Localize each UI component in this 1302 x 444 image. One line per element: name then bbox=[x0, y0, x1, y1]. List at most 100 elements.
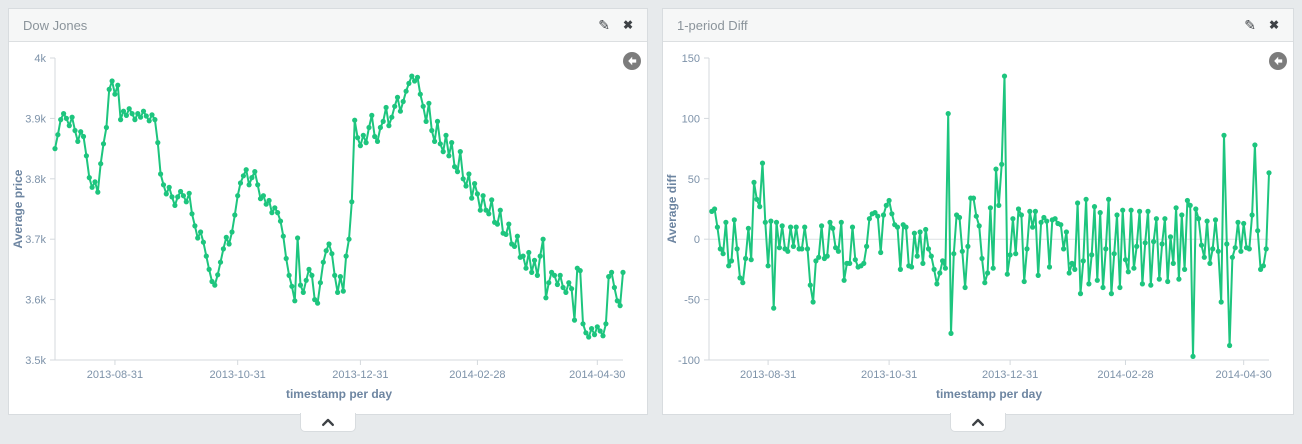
data-point bbox=[209, 278, 215, 285]
data-point bbox=[83, 153, 89, 159]
data-point bbox=[506, 221, 512, 227]
data-point bbox=[112, 91, 118, 97]
x-tick-label: 2014-04-30 bbox=[569, 369, 625, 381]
data-point bbox=[1061, 246, 1067, 252]
data-point bbox=[437, 141, 443, 147]
data-point bbox=[1137, 208, 1143, 214]
data-point bbox=[283, 255, 289, 262]
data-point bbox=[1080, 258, 1086, 264]
data-point bbox=[754, 196, 760, 202]
data-point bbox=[1232, 245, 1238, 251]
x-tick-label: 2013-12-31 bbox=[982, 369, 1038, 381]
x-tick-label: 2013-10-31 bbox=[210, 369, 266, 381]
data-point bbox=[86, 175, 92, 181]
data-point bbox=[819, 223, 825, 229]
chart-area: 4k 3.9k 3.8k 3.7k 3.6k 3.5k 2013-08-31 2013-10-… bbox=[9, 42, 647, 414]
data-point bbox=[551, 272, 558, 278]
edit-panel-button[interactable]: ✎ bbox=[598, 18, 610, 32]
data-point bbox=[374, 138, 381, 144]
data-point bbox=[426, 100, 432, 106]
data-point bbox=[1145, 208, 1151, 214]
one-period-diff-chart[interactable]: 150 100 50 0 -50 -100 2013-08-31 2013-10-31 2013… bbox=[663, 42, 1293, 414]
data-point bbox=[1148, 282, 1154, 288]
data-point bbox=[560, 284, 566, 291]
data-point bbox=[996, 202, 1002, 208]
data-point bbox=[326, 241, 332, 247]
close-panel-button[interactable]: ✖ bbox=[623, 18, 633, 31]
data-point bbox=[146, 118, 152, 124]
data-point bbox=[269, 210, 275, 216]
data-point bbox=[446, 153, 452, 159]
x-axis-title: timestamp per day bbox=[286, 387, 392, 401]
data-point bbox=[280, 233, 286, 239]
close-icon: ✖ bbox=[622, 18, 633, 33]
data-point bbox=[1193, 206, 1199, 212]
data-point bbox=[120, 108, 127, 114]
data-point bbox=[1066, 270, 1072, 276]
back-button[interactable] bbox=[623, 52, 641, 70]
data-point bbox=[1159, 241, 1165, 247]
data-point bbox=[934, 281, 940, 287]
data-point bbox=[432, 138, 438, 144]
chart-area: 150 100 50 0 -50 -100 2013-08-31 2013-10-31 2013… bbox=[663, 42, 1293, 414]
data-point bbox=[494, 221, 500, 227]
data-point bbox=[203, 253, 209, 259]
data-point bbox=[937, 270, 943, 276]
data-point bbox=[529, 269, 535, 275]
y-tick-label: 3.8k bbox=[25, 174, 46, 186]
data-point bbox=[743, 255, 749, 262]
data-point bbox=[554, 281, 561, 288]
data-point bbox=[1072, 266, 1078, 272]
data-point bbox=[830, 225, 836, 231]
data-point bbox=[434, 118, 441, 124]
dow-jones-chart[interactable]: 4k 3.9k 3.8k 3.7k 3.6k 3.5k 2013-08-31 2013-10-… bbox=[9, 42, 647, 414]
back-button[interactable] bbox=[1269, 52, 1287, 70]
data-point bbox=[923, 226, 929, 233]
data-point bbox=[72, 127, 78, 134]
data-point bbox=[335, 289, 341, 295]
data-point bbox=[872, 210, 878, 216]
data-point bbox=[768, 218, 774, 224]
data-point bbox=[745, 225, 751, 231]
data-point bbox=[999, 161, 1005, 167]
data-point bbox=[1238, 248, 1244, 254]
y-tick-label: 150 bbox=[682, 53, 700, 65]
data-point bbox=[985, 270, 991, 276]
collapse-panel-button[interactable] bbox=[300, 413, 356, 432]
data-point bbox=[540, 236, 546, 242]
data-point bbox=[1125, 269, 1131, 275]
data-point bbox=[866, 216, 872, 222]
data-point bbox=[1108, 291, 1114, 297]
y-tick-label: 3.7k bbox=[25, 234, 46, 246]
data-point bbox=[255, 182, 261, 188]
data-point bbox=[583, 330, 589, 336]
data-point bbox=[1212, 217, 1219, 223]
data-point bbox=[1035, 272, 1041, 278]
data-point bbox=[771, 305, 777, 311]
data-point bbox=[243, 167, 249, 173]
panel-dow-jones: Dow Jones ✎ ✖ 4k 3.9k 3.8k 3.7k 3.6k 3.5k 2013… bbox=[8, 8, 648, 432]
data-point bbox=[337, 274, 343, 280]
data-point bbox=[340, 288, 346, 294]
data-point bbox=[140, 108, 147, 114]
edit-panel-button[interactable]: ✎ bbox=[1244, 18, 1256, 32]
arrow-left-icon bbox=[1274, 56, 1283, 66]
panel-header: Dow Jones ✎ ✖ bbox=[9, 9, 647, 42]
data-point bbox=[483, 207, 489, 213]
data-point bbox=[976, 223, 982, 229]
data-point bbox=[827, 219, 833, 225]
collapse-panel-button[interactable] bbox=[950, 413, 1006, 432]
data-point bbox=[773, 219, 780, 225]
data-point bbox=[951, 251, 957, 257]
data-point bbox=[178, 188, 184, 195]
data-point bbox=[614, 298, 620, 304]
data-point bbox=[1075, 200, 1081, 206]
close-panel-button[interactable]: ✖ bbox=[1269, 18, 1279, 31]
data-point bbox=[1227, 342, 1233, 349]
data-point bbox=[1069, 260, 1075, 266]
data-point bbox=[166, 184, 172, 190]
data-point bbox=[911, 230, 917, 236]
data-point bbox=[380, 118, 386, 124]
y-tick-label: 3.6k bbox=[25, 295, 46, 307]
